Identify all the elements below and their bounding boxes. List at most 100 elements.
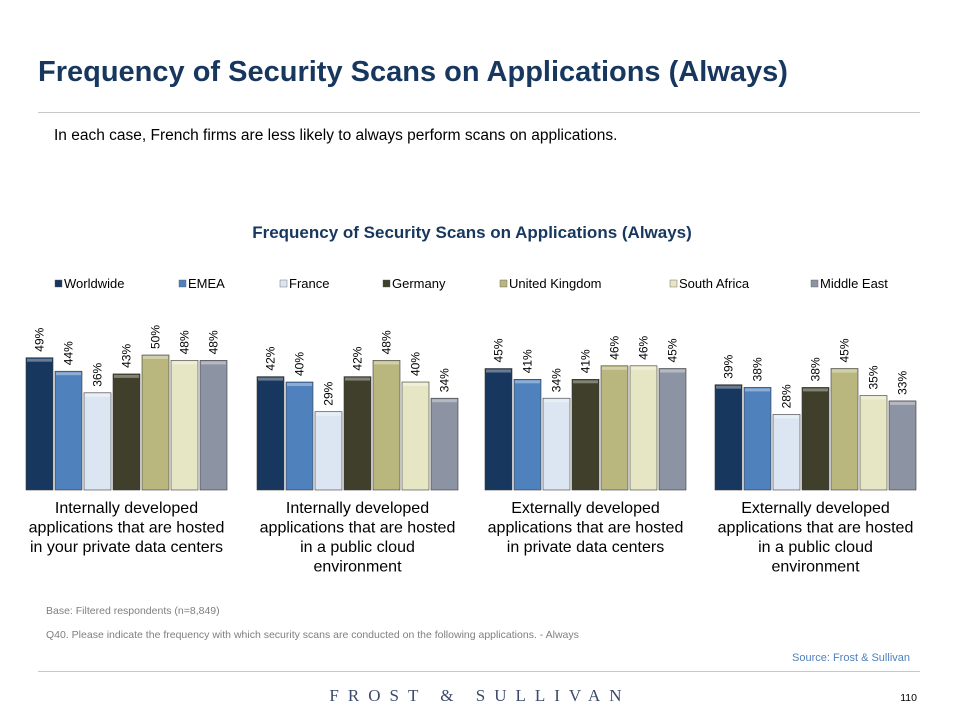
bar-highlight [602,366,627,370]
category-label-line: applications that are hosted [260,520,456,537]
bar-middle-east [430,397,459,491]
bar-value-label: 42% [264,346,278,370]
legend-label: South Africa [679,276,750,291]
bar-united-kingdom [830,368,859,491]
bar-value-label: 46% [637,335,651,359]
legend-item-france: France [279,276,329,291]
bar-value-label: 40% [293,352,307,376]
bar-germany [571,378,600,491]
category-label-line: applications that are hosted [488,520,684,537]
legend-label: EMEA [188,276,225,291]
bar-highlight [374,361,399,365]
category-label-line: applications that are hosted [29,520,225,537]
bar-emea [54,370,83,491]
bar-france [542,397,571,491]
bar-group-1: 49% 44% 36% 43% 50% 48% 48% [25,325,228,491]
bar-highlight [56,372,81,376]
category-label-line: in your private data centers [30,539,223,556]
bar-south-africa [629,365,658,491]
bar-highlight [172,361,197,365]
bar-value-label: 29% [322,381,336,405]
bar-highlight [803,388,828,392]
base-note: Base: Filtered respondents (n=8,849) [46,605,220,617]
category-label-line: applications that are hosted [718,520,914,537]
bar-groups: 49% 44% 36% 43% 50% 48% 48% 42% 40% 29% 42% 48% 40% 3… [25,325,917,491]
bar-value-label: 36% [91,362,105,386]
bar-highlight [631,366,656,370]
category-label-line: in a public cloud [758,539,873,556]
bar-value-label: 49% [33,327,47,351]
bar-highlight [403,383,428,386]
bar-value-label: 38% [751,357,765,381]
legend-label: Middle East [820,276,888,291]
category-label-line: environment [771,559,860,576]
category-label-2: Internally developed applications that ar… [260,500,456,576]
legend-swatch [810,279,819,288]
bar-south-africa [859,395,888,491]
bar-value-label: 40% [409,352,423,376]
category-label-1: Internally developed applications that ar… [29,500,225,556]
bar-highlight [486,369,511,373]
bar-highlight [832,369,857,373]
bar-value-label: 48% [207,330,221,354]
bar-worldwide [25,357,54,491]
bar-south-africa [401,381,430,491]
chart-title: Frequency of Security Scans on Applicati… [252,223,692,242]
bar-highlight [544,399,569,403]
chart-legend: Worldwide EMEA France Germany United Kingdom… [54,276,888,291]
page-subtitle: In each case, French firms are less like… [54,127,618,144]
bar-value-label: 34% [550,368,564,392]
bar-france [314,411,343,491]
bar-value-label: 48% [380,330,394,354]
category-label-line: Externally developed [511,500,660,517]
category-label-3: Externally developed applications that ar… [488,500,684,556]
bar-highlight [201,361,226,365]
bar-highlight [774,415,799,419]
bar-value-label: 41% [579,349,593,373]
bar-value-label: 34% [438,368,452,392]
legend-item-united-kingdom: United Kingdom [499,276,602,291]
bar-value-label: 38% [809,357,823,381]
bar-value-label: 45% [666,338,680,362]
bar-emea [513,378,542,491]
category-label-4: Externally developed applications that ar… [718,500,914,576]
bar-value-label: 43% [120,344,134,368]
legend-swatch [669,279,678,288]
legend-swatch [178,279,187,288]
bar-middle-east [888,400,917,491]
bar-united-kingdom [372,360,401,491]
page-number: 110 [900,692,917,704]
bar-highlight [660,369,685,373]
bar-value-label: 33% [896,371,910,395]
bar-highlight [114,374,139,378]
bar-chart: Frequency of Security Scans on Applicati… [25,223,917,576]
title-divider [38,112,920,113]
bar-highlight [861,396,886,400]
bar-worldwide [256,376,285,491]
legend-item-emea: EMEA [178,276,225,291]
bar-highlight [143,356,168,359]
bar-highlight [890,401,915,405]
bar-value-label: 45% [838,338,852,362]
bar-value-label: 41% [521,349,535,373]
bar-emea [743,387,772,491]
bar-highlight [316,412,341,416]
bar-value-label: 44% [62,341,76,365]
bar-value-label: 42% [351,346,365,370]
bar-highlight [745,388,770,392]
legend-item-middle-east: Middle East [810,276,888,291]
bar-worldwide [714,384,743,491]
question-note: Q40. Please indicate the frequency with … [46,629,579,641]
bar-united-kingdom [141,354,170,491]
legend-label: Germany [392,276,446,291]
bar-highlight [716,385,741,389]
bar-worldwide [484,368,513,491]
bar-highlight [258,377,283,381]
category-label-line: Internally developed [55,500,198,517]
bar-germany [801,387,830,491]
bar-middle-east [658,368,687,491]
bar-highlight [27,358,52,362]
bar-highlight [287,383,312,386]
bar-highlight [432,399,457,403]
bar-value-label: 46% [608,335,622,359]
